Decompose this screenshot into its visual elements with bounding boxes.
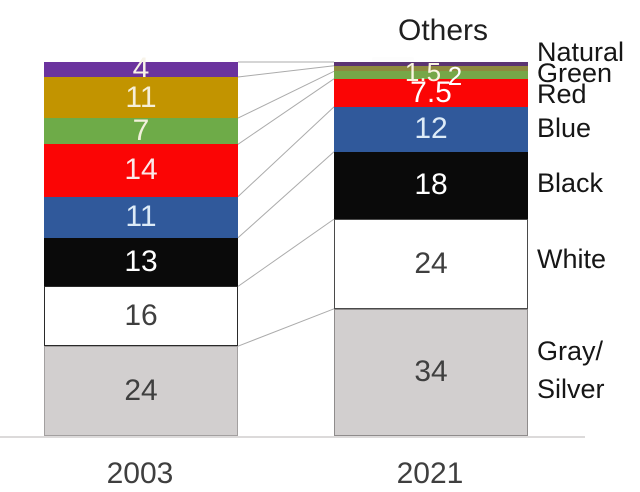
value-label-red-2003: 14 bbox=[124, 153, 158, 187]
value-label-black-2021: 18 bbox=[414, 168, 448, 202]
segment-red-2003: 14 bbox=[44, 144, 238, 197]
value-label-green-2003: 7 bbox=[132, 114, 150, 148]
value-label-natural-2021: 1.5 bbox=[404, 57, 442, 87]
x-axis-label-2021: 2021 bbox=[396, 457, 464, 490]
value-label-red-2021: 7.5 bbox=[410, 75, 452, 109]
segment-black-2021: 18 bbox=[334, 151, 528, 220]
value-label-white-2003: 16 bbox=[124, 299, 158, 333]
segment-red-2021: 7.5 bbox=[334, 75, 528, 109]
category-label-black: Black bbox=[537, 168, 604, 198]
segment-white-2003: 16 bbox=[44, 286, 238, 347]
segment-green-2021 bbox=[334, 71, 528, 79]
category-label-natural: Natural bbox=[537, 37, 625, 67]
category-label-green: Green bbox=[537, 58, 613, 88]
segment-others-2021 bbox=[334, 62, 528, 66]
segment-green-2003: 7 bbox=[44, 114, 238, 148]
value-label-gray-silver-2021: 34 bbox=[414, 355, 448, 389]
value-label-gray-silver-2003: 24 bbox=[124, 374, 158, 408]
segment-natural-2021 bbox=[334, 65, 528, 72]
category-label-red: Red bbox=[537, 79, 587, 109]
segment-white-2021: 24 bbox=[334, 219, 528, 309]
others-label: Others bbox=[397, 14, 489, 47]
category-label-blue: Blue bbox=[537, 113, 592, 143]
segment-blue-2021: 12 bbox=[334, 106, 528, 152]
segment-gray-silver-2003: 24 bbox=[44, 346, 238, 436]
bar-2003: 4 11 7 14 11 13 16 24 bbox=[44, 54, 238, 436]
value-label-black-2003: 13 bbox=[124, 245, 158, 279]
category-label-gray-silver: Gray/ Silver bbox=[537, 336, 605, 404]
value-label-blue-2003: 11 bbox=[125, 200, 157, 234]
bar-2021: 7.5 12 18 24 34 bbox=[334, 62, 528, 436]
value-label-others-2003: 4 bbox=[132, 52, 150, 86]
value-label-blue-2021: 12 bbox=[414, 112, 448, 146]
value-label-natural-2003: 11 bbox=[125, 80, 157, 114]
segment-others-2003: 4 bbox=[44, 54, 238, 84]
segment-gray-silver-2021: 34 bbox=[334, 308, 528, 436]
segment-natural-2003: 11 bbox=[44, 76, 238, 119]
others-dash-mark bbox=[372, 57, 414, 62]
x-axis-line bbox=[0, 436, 585, 438]
segment-blue-2003: 11 bbox=[44, 196, 238, 238]
category-label-white: White bbox=[537, 244, 607, 274]
value-label-green-2021: 2 bbox=[447, 61, 463, 91]
x-axis-label-2003: 2003 bbox=[106, 457, 174, 490]
value-label-white-2021: 24 bbox=[414, 246, 448, 280]
segment-black-2003: 13 bbox=[44, 237, 238, 287]
